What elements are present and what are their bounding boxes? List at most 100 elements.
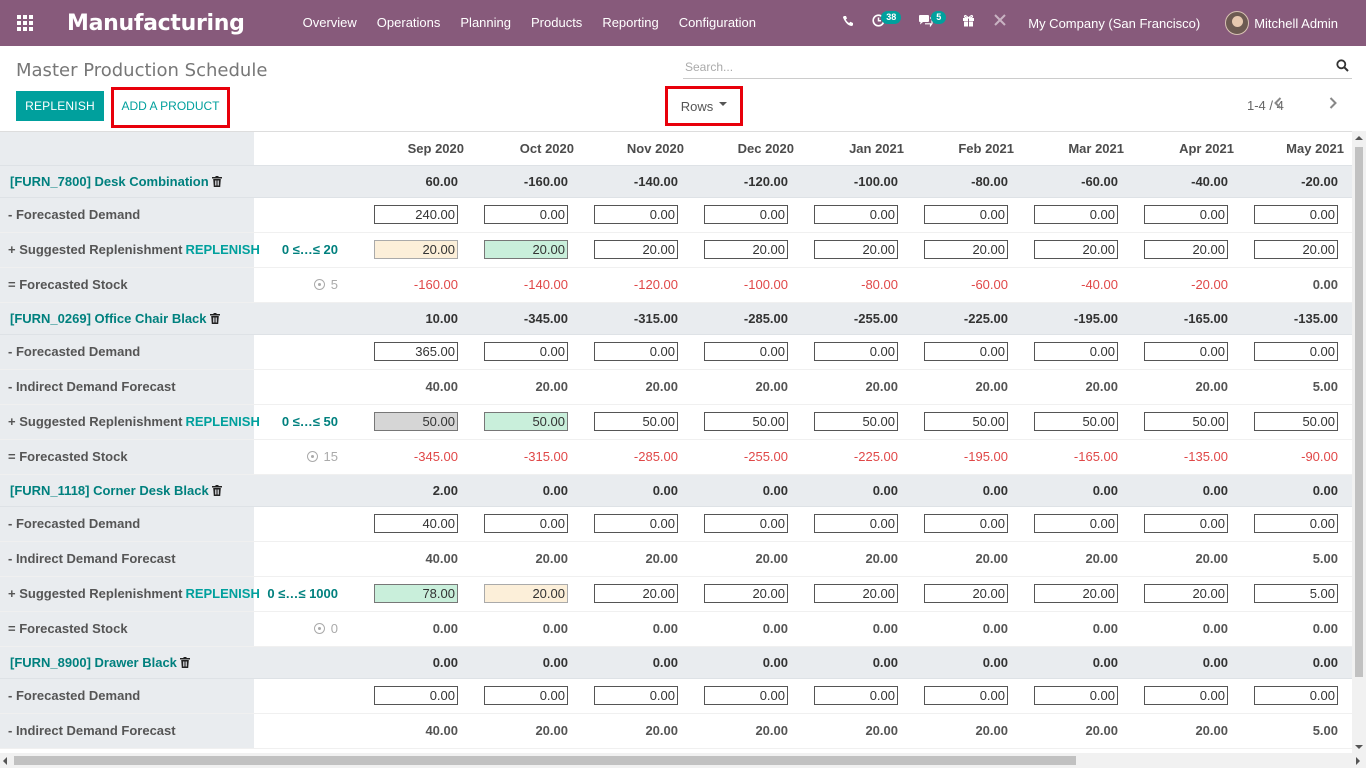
replenishment-input[interactable]: 20.00 [924,584,1008,603]
menu-operations[interactable]: Operations [376,15,441,30]
trash-icon[interactable] [209,312,220,324]
apps-menu-icon[interactable] [0,0,50,46]
replenishment-input[interactable]: 50.00 [814,412,898,431]
search-icon[interactable] [1336,59,1350,73]
rows-dropdown[interactable]: Rows [665,86,743,126]
replenishment-input[interactable]: 20.00 [814,584,898,603]
pager-value[interactable]: 1-4 / 4 [1247,98,1284,113]
product-name-link[interactable]: [FURN_8900] Drawer Black [10,654,177,670]
forecast-demand-input[interactable]: 40.00 [374,514,458,533]
row-replenish-link[interactable]: REPLENISH [185,242,260,257]
replenishment-input[interactable]: 50.00 [1144,412,1228,431]
replenishment-input[interactable]: 20.00 [594,240,678,259]
gift-icon[interactable] [953,0,984,46]
forecast-demand-input[interactable]: 0.00 [1254,514,1338,533]
replenishment-input[interactable]: 20.00 [374,240,458,259]
forecast-demand-input[interactable]: 0.00 [1034,342,1118,361]
forecast-demand-input[interactable]: 0.00 [924,342,1008,361]
replenishment-input[interactable]: 50.00 [1254,412,1338,431]
trash-icon[interactable] [179,656,190,668]
replenishment-input[interactable]: 20.00 [704,240,788,259]
pager-next-icon[interactable] [1328,96,1342,112]
add-product-button[interactable]: ADD A PRODUCT [111,87,230,128]
forecast-demand-input[interactable]: 0.00 [1034,205,1118,224]
menu-products[interactable]: Products [531,15,583,30]
horizontal-scroll-thumb[interactable] [14,756,1076,765]
trash-icon[interactable] [211,484,222,496]
search-input[interactable] [683,57,1323,77]
menu-configuration[interactable]: Configuration [678,15,757,30]
replenishment-input[interactable]: 20.00 [484,240,568,259]
forecast-demand-input[interactable]: 0.00 [704,205,788,224]
forecast-demand-input[interactable]: 0.00 [594,205,678,224]
forecast-demand-input[interactable]: 0.00 [1144,514,1228,533]
forecast-demand-input[interactable]: 0.00 [924,205,1008,224]
replenishment-input[interactable]: 20.00 [594,584,678,603]
forecast-demand-input[interactable]: 0.00 [814,342,898,361]
replenishment-input[interactable]: 78.00 [374,584,458,603]
replenish-button[interactable]: REPLENISH [16,91,104,121]
replenishment-input[interactable]: 20.00 [1144,240,1228,259]
forecast-demand-input[interactable]: 0.00 [814,686,898,705]
scroll-down-arrow-icon[interactable] [1355,745,1363,749]
replenishment-input[interactable]: 20.00 [484,584,568,603]
forecast-demand-input[interactable]: 0.00 [1034,514,1118,533]
replenishment-input[interactable]: 5.00 [1254,584,1338,603]
forecast-demand-input[interactable]: 0.00 [1034,686,1118,705]
replenishment-input[interactable]: 20.00 [1034,240,1118,259]
forecast-demand-input[interactable]: 0.00 [924,514,1008,533]
messages-icon[interactable]: 5 [909,0,953,46]
replenishment-input[interactable]: 50.00 [1034,412,1118,431]
row-replenish-link[interactable]: REPLENISH [185,414,260,429]
menu-overview[interactable]: Overview [302,15,357,30]
product-name-link[interactable]: [FURN_7800] Desk Combination [10,173,209,189]
forecast-demand-input[interactable]: 0.00 [594,514,678,533]
replenishment-input[interactable]: 20.00 [924,240,1008,259]
forecast-demand-input[interactable]: 0.00 [374,686,458,705]
forecast-demand-input[interactable]: 0.00 [484,205,568,224]
horizontal-scrollbar[interactable] [0,753,1366,768]
replenishment-input[interactable]: 50.00 [374,412,458,431]
min-max-range-link[interactable]: 0 ≤…≤ 50 [254,404,364,440]
min-max-range-link[interactable]: 0 ≤…≤ 1000 [254,576,364,612]
replenishment-input[interactable]: 20.00 [1254,240,1338,259]
forecast-demand-input[interactable]: 0.00 [594,686,678,705]
forecast-demand-input[interactable]: 0.00 [594,342,678,361]
menu-reporting[interactable]: Reporting [602,15,659,30]
forecast-demand-input[interactable]: 0.00 [924,686,1008,705]
product-name-link[interactable]: [FURN_0269] Office Chair Black [10,310,207,326]
app-title[interactable]: Manufacturing [67,10,245,36]
forecast-demand-input[interactable]: 0.00 [814,205,898,224]
forecast-demand-input[interactable]: 0.00 [704,342,788,361]
scroll-right-arrow-icon[interactable] [1356,757,1360,765]
safety-stock-cell[interactable]: 0 [254,611,364,647]
forecast-demand-input[interactable]: 0.00 [1254,205,1338,224]
forecast-demand-input[interactable]: 0.00 [814,514,898,533]
menu-planning[interactable]: Planning [460,15,511,30]
forecast-demand-input[interactable]: 0.00 [1254,686,1338,705]
replenishment-input[interactable]: 20.00 [1034,584,1118,603]
forecast-demand-input[interactable]: 240.00 [374,205,458,224]
replenishment-input[interactable]: 50.00 [704,412,788,431]
replenishment-input[interactable]: 20.00 [704,584,788,603]
forecast-demand-input[interactable]: 0.00 [1254,342,1338,361]
trash-icon[interactable] [211,175,222,187]
row-replenish-link[interactable]: REPLENISH [185,586,260,601]
forecast-demand-input[interactable]: 0.00 [704,686,788,705]
scroll-up-arrow-icon[interactable] [1355,136,1363,140]
replenishment-input[interactable]: 20.00 [814,240,898,259]
product-name-link[interactable]: [FURN_1118] Corner Desk Black [10,482,209,498]
replenishment-input[interactable]: 50.00 [924,412,1008,431]
company-switcher[interactable]: My Company (San Francisco) [1028,15,1201,31]
replenishment-input[interactable]: 50.00 [594,412,678,431]
forecast-demand-input[interactable]: 0.00 [1144,342,1228,361]
phone-icon[interactable] [833,0,863,46]
forecast-demand-input[interactable]: 0.00 [484,686,568,705]
forecast-demand-input[interactable]: 0.00 [484,342,568,361]
user-menu[interactable]: Mitchell Admin [1225,11,1338,35]
replenishment-input[interactable]: 20.00 [1144,584,1228,603]
scroll-left-arrow-icon[interactable] [3,757,7,765]
forecast-demand-input[interactable]: 0.00 [1144,686,1228,705]
min-max-range-link[interactable]: 0 ≤…≤ 20 [254,232,364,268]
vertical-scroll-thumb[interactable] [1355,147,1363,677]
